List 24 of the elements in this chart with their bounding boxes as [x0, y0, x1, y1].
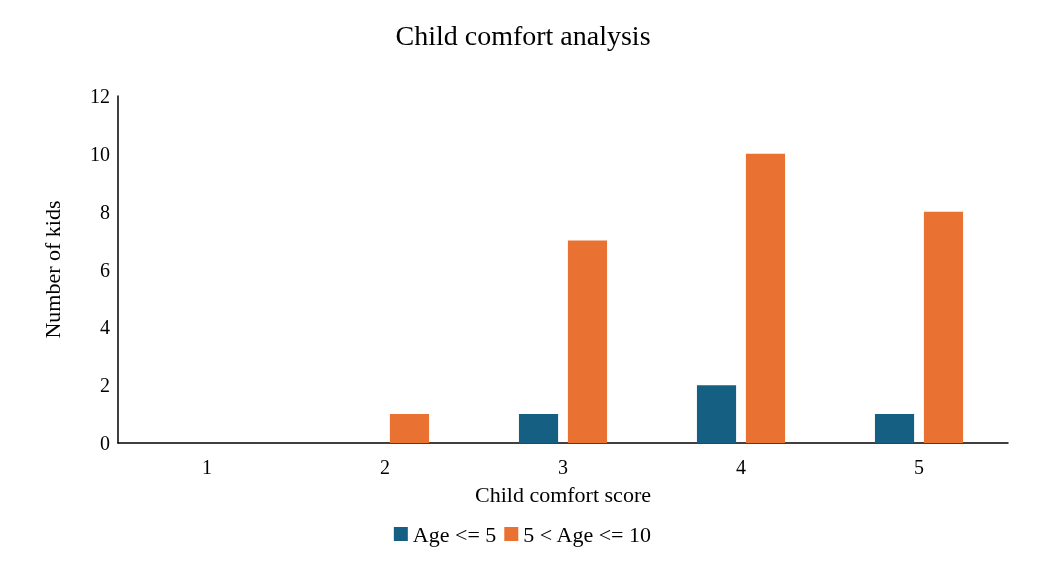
- y-tick-label: 8: [100, 200, 110, 223]
- x-axis-title: Child comfort score: [475, 481, 651, 507]
- legend-label: Age <= 5: [412, 521, 497, 547]
- bar: [696, 385, 737, 443]
- bar: [518, 414, 559, 443]
- chart-title: Child comfort analysis: [395, 19, 651, 51]
- x-tick-label: 2: [380, 456, 390, 478]
- bar: [389, 414, 430, 443]
- y-tick-label: 0: [100, 432, 110, 454]
- y-axis-title: Number of kids: [39, 200, 65, 339]
- x-tick-label: 5: [914, 456, 924, 478]
- y-tick-label: 6: [100, 258, 110, 281]
- x-tick-label: 1: [202, 456, 212, 478]
- bar: [874, 414, 915, 443]
- bar: [745, 153, 786, 443]
- x-tick-label: 4: [736, 456, 746, 478]
- y-tick-label: 10: [90, 142, 110, 165]
- bar: [923, 211, 964, 443]
- y-tick-label: 12: [90, 85, 110, 107]
- legend-label: 5 < Age <= 10: [523, 521, 651, 547]
- x-tick-label: 3: [558, 456, 568, 478]
- y-tick-label: 2: [100, 374, 110, 397]
- bar: [567, 240, 608, 443]
- y-tick-label: 4: [100, 316, 110, 339]
